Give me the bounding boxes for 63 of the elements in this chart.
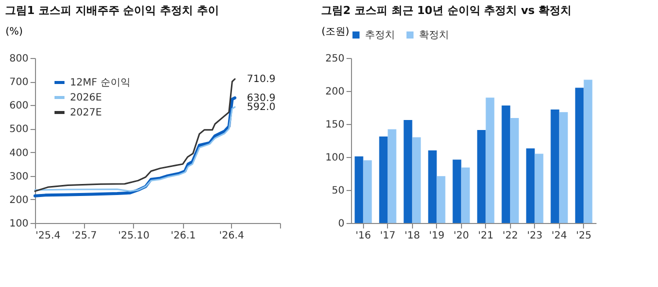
y-tick-label: 500 — [9, 124, 28, 136]
bar — [486, 98, 494, 223]
bar — [559, 112, 568, 223]
x-tick-label: '19 — [429, 230, 444, 242]
y-tick-label: 250 — [325, 54, 344, 64]
y-axis-title: (%) — [6, 26, 23, 38]
legend-label: 12MF 순이익 — [70, 78, 130, 88]
x-tick-label: '22 — [502, 230, 518, 242]
bar — [388, 129, 396, 223]
y-tick-label: 700 — [9, 77, 28, 88]
legend-label: 2027E — [70, 108, 102, 118]
y-axis-title: (조원) — [322, 26, 350, 38]
x-tick-label: '26.1 — [170, 230, 196, 242]
bar — [428, 150, 437, 223]
x-tick-label: '20 — [454, 230, 469, 242]
y-tick-label: 0 — [338, 218, 344, 230]
y-tick-label: 800 — [9, 54, 28, 64]
x-tick-label: '21 — [478, 230, 494, 242]
line-series — [34, 106, 236, 192]
y-tick-label: 300 — [9, 171, 28, 182]
y-tick-label: 100 — [9, 218, 28, 230]
y-tick-label: 150 — [325, 120, 344, 130]
bar — [526, 148, 535, 223]
x-tick-label: '23 — [527, 230, 542, 242]
bar — [534, 154, 544, 223]
chart-title: 그림1 코스피 지배주주 순이익 추정치 추이 — [5, 4, 219, 17]
x-tick-label: '16 — [356, 230, 371, 242]
y-tick-label: 200 — [9, 194, 28, 206]
x-tick-label: '24 — [552, 230, 567, 242]
legend-label: 확정치 — [419, 30, 449, 41]
bar — [550, 109, 560, 223]
x-tick-label: '17 — [380, 230, 396, 242]
bar — [510, 118, 519, 223]
x-tick-label: '25.4 — [36, 230, 61, 242]
y-tick-label: 200 — [325, 86, 344, 98]
y-tick-label: 50 — [332, 186, 344, 196]
y-tick-label: 600 — [9, 100, 28, 112]
bar — [461, 168, 470, 223]
bar — [452, 160, 462, 223]
x-tick-label: '25.10 — [118, 230, 150, 242]
bar — [363, 160, 372, 223]
annotation: 630.9 — [246, 92, 276, 104]
bar — [404, 120, 412, 223]
bar — [379, 136, 388, 223]
y-tick-label: 400 — [9, 148, 28, 159]
annotation: 710.9 — [246, 74, 276, 85]
bar — [436, 176, 446, 223]
line-series — [34, 78, 236, 192]
bar — [502, 106, 510, 223]
bar — [354, 156, 364, 223]
legend-label: 2026E — [70, 92, 102, 104]
bar — [412, 137, 421, 223]
chart-title: 그림2 코스피 최근 10년 순이익 추정치 vs 확정치 — [321, 4, 572, 17]
annotation: 592.0 — [246, 102, 276, 114]
bar — [575, 88, 584, 223]
x-tick-label: '25 — [576, 230, 592, 242]
bar — [584, 80, 592, 223]
bar — [477, 130, 486, 223]
legend-label: 추정치 — [365, 30, 395, 41]
y-tick-label: 100 — [325, 152, 344, 164]
x-tick-label: '25.7 — [72, 230, 97, 242]
x-tick-label: '18 — [404, 230, 420, 242]
x-tick-label: '26.4 — [219, 230, 244, 242]
